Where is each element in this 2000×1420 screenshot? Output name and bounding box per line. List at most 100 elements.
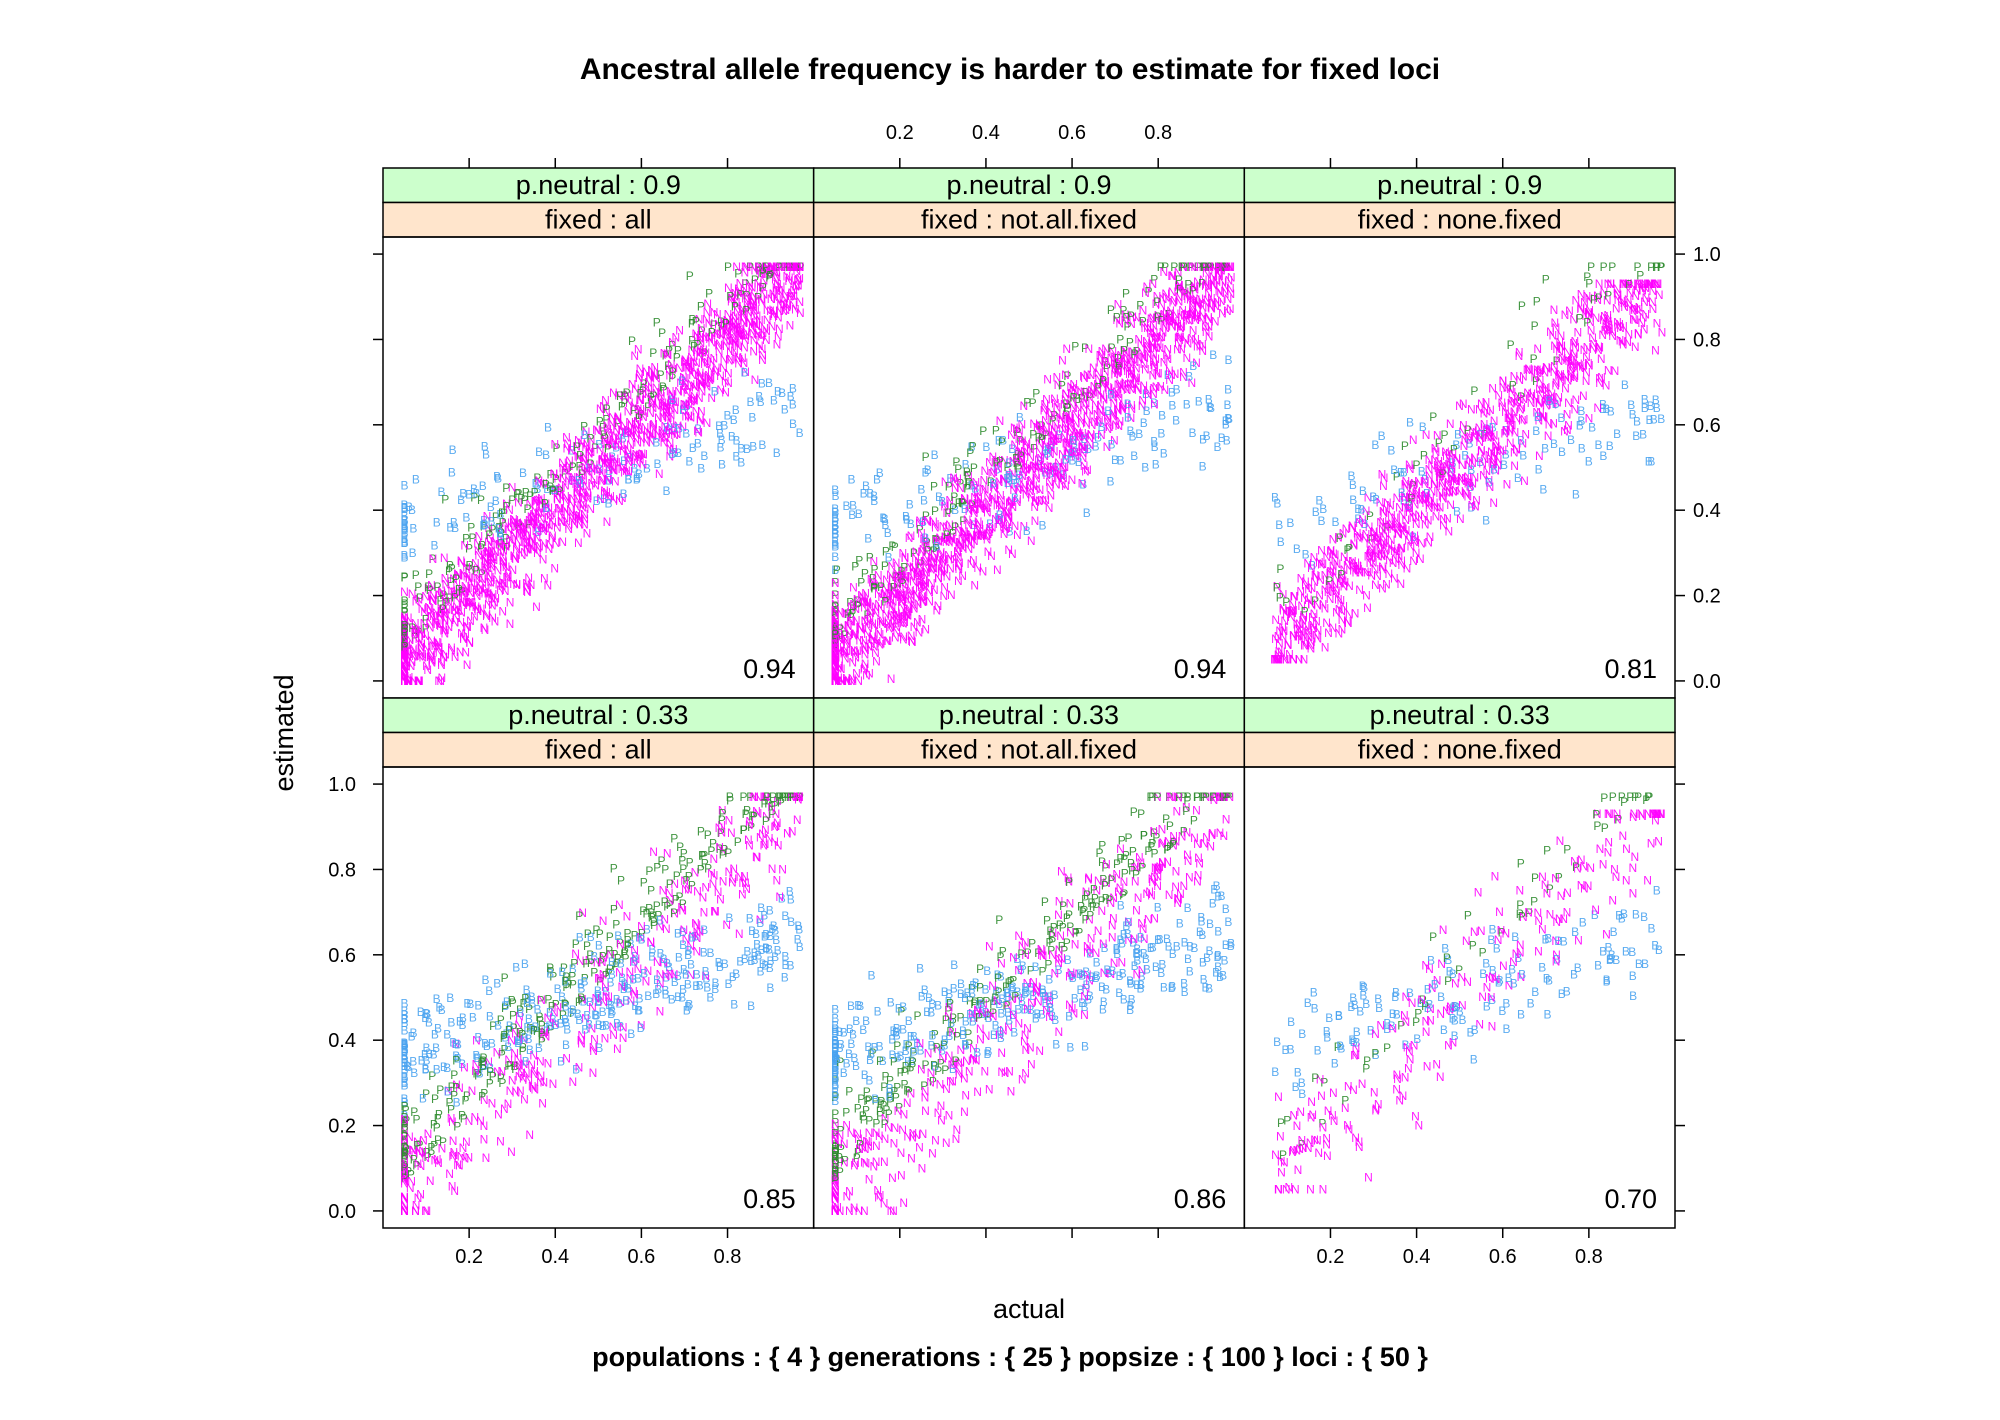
data-point: N — [696, 366, 705, 380]
data-point: P — [1139, 315, 1147, 329]
data-point: N — [1552, 321, 1561, 335]
data-point: B — [765, 376, 773, 390]
data-point: B — [517, 1006, 525, 1020]
data-point: N — [1188, 307, 1197, 321]
data-point: N — [690, 379, 699, 393]
data-point: P — [414, 625, 422, 639]
data-point: N — [578, 490, 587, 504]
data-point: P — [693, 338, 701, 352]
data-point: N — [525, 497, 534, 511]
data-point: B — [1195, 395, 1203, 409]
data-point: N — [400, 664, 409, 678]
data-point: B — [1585, 455, 1593, 469]
data-point: N — [761, 823, 770, 837]
data-point: N — [543, 579, 552, 593]
data-point: N — [722, 918, 731, 932]
data-point: N — [1558, 352, 1567, 366]
data-point: B — [620, 487, 628, 501]
strip-p-neutral-label: p.neutral : 0.9 — [946, 170, 1111, 200]
data-point: P — [697, 863, 705, 877]
data-point: N — [1384, 567, 1393, 581]
data-point: N — [1057, 469, 1066, 483]
data-point: B — [479, 518, 487, 532]
strip-fixed-label: fixed : all — [545, 735, 652, 765]
data-point: N — [1082, 417, 1091, 431]
data-point: B — [864, 532, 872, 546]
data-point: N — [848, 672, 857, 686]
data-point: N — [769, 309, 778, 323]
data-point: P — [426, 583, 434, 597]
data-point: N — [538, 1096, 547, 1110]
data-point: B — [1406, 416, 1414, 430]
data-point: N — [1438, 476, 1447, 490]
data-point: P — [1137, 807, 1145, 821]
data-point: B — [487, 515, 495, 529]
data-point: N — [435, 618, 444, 632]
data-point: B — [679, 938, 687, 952]
data-point: N — [1471, 500, 1480, 514]
data-point: P — [568, 969, 576, 983]
data-point: N — [698, 378, 707, 392]
data-point: B — [1223, 398, 1231, 412]
data-point: B — [451, 521, 459, 535]
data-point: P — [979, 424, 987, 438]
data-point: N — [506, 617, 515, 631]
data-point: N — [731, 337, 740, 351]
data-point: N — [1391, 552, 1400, 566]
data-point: N — [579, 474, 588, 488]
data-point: P — [765, 270, 773, 284]
data-point: N — [400, 647, 409, 661]
data-point: P — [1343, 543, 1351, 557]
data-point: N — [692, 345, 701, 359]
data-point: N — [658, 427, 667, 441]
data-point: N — [663, 409, 672, 423]
data-point: N — [770, 265, 779, 279]
data-point: P — [688, 312, 696, 326]
data-point: B — [474, 1031, 482, 1045]
data-point: N — [794, 279, 803, 293]
data-point: P — [614, 416, 622, 430]
data-point: B — [758, 377, 766, 391]
data-point: N — [578, 462, 587, 476]
data-point: N — [400, 674, 409, 688]
data-point: N — [738, 876, 747, 890]
data-point: N — [723, 324, 732, 338]
data-point: P — [952, 455, 960, 469]
data-point: P — [400, 624, 408, 638]
data-point: N — [400, 674, 409, 688]
data-point: P — [697, 299, 705, 313]
data-point: N — [963, 513, 972, 527]
data-point: N — [1043, 461, 1052, 475]
data-point: B — [625, 451, 633, 465]
data-point: N — [748, 297, 757, 311]
data-point: N — [549, 467, 558, 481]
data-point: N — [400, 646, 409, 660]
data-point: N — [415, 674, 424, 688]
data-point: N — [1027, 534, 1036, 548]
data-point: N — [604, 452, 613, 466]
data-point: B — [400, 502, 408, 516]
data-point: N — [796, 260, 805, 274]
data-point: P — [500, 506, 508, 520]
data-point: N — [559, 471, 568, 485]
data-point: B — [454, 1038, 462, 1052]
data-point: P — [718, 813, 726, 827]
data-point: N — [400, 628, 409, 642]
data-point: P — [637, 408, 645, 422]
data-point: B — [921, 466, 929, 480]
data-point: N — [465, 596, 474, 610]
data-point: N — [610, 464, 619, 478]
data-point: B — [538, 521, 546, 535]
data-point: N — [666, 384, 675, 398]
data-point: N — [706, 373, 715, 387]
data-point: B — [711, 385, 719, 399]
data-point: N — [400, 674, 409, 688]
data-point: N — [400, 667, 409, 681]
data-point: B — [653, 973, 661, 987]
data-point: N — [513, 516, 522, 530]
data-point: N — [1446, 498, 1455, 512]
data-point: B — [542, 448, 550, 462]
data-point: N — [491, 592, 500, 606]
data-point: N — [988, 450, 997, 464]
